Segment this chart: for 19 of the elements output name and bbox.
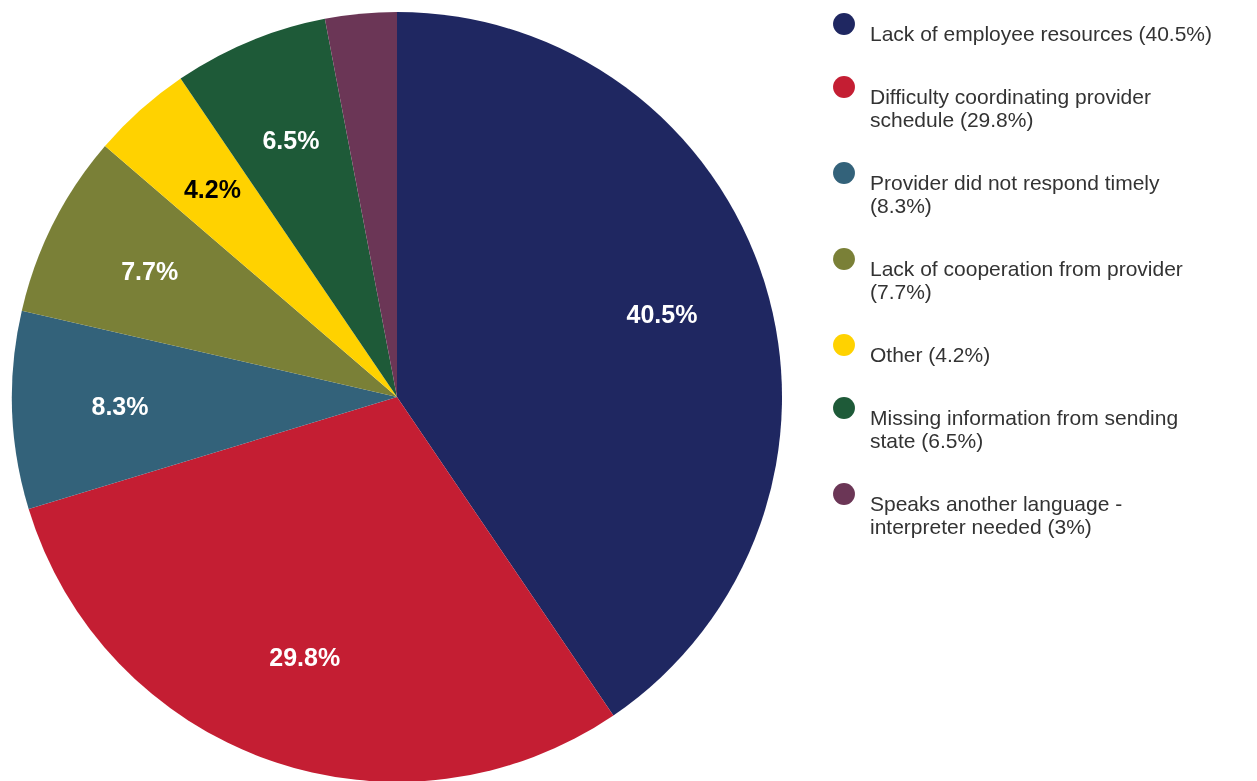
data-label: 4.2% bbox=[183, 175, 241, 204]
legend-label: Provider did not respond timely (8.3%) bbox=[870, 171, 1160, 217]
legend-label: Other (4.2%) bbox=[870, 343, 991, 366]
data-label: 29.8% bbox=[269, 643, 341, 672]
legend-label: Lack of employee resources (40.5%) bbox=[870, 22, 1212, 45]
pie-slice bbox=[397, 12, 782, 716]
pie-slice bbox=[12, 310, 397, 510]
data-label: 8.3% bbox=[91, 391, 149, 420]
data-label: 6.5% bbox=[262, 125, 320, 154]
data-label: 7.7% bbox=[121, 256, 179, 285]
pie-slice bbox=[28, 397, 614, 781]
pie-slice bbox=[324, 12, 397, 397]
legend-label: Speaks another language - interpreter needed (3%) bbox=[870, 492, 1123, 538]
legend-label: Difficulty coordinating provider schedule (29.8%) bbox=[870, 85, 1151, 131]
pie-slice bbox=[180, 18, 397, 397]
data-label: 40.5% bbox=[626, 300, 698, 329]
pie-slice bbox=[105, 78, 397, 397]
legend-label: Missing information from sending state (6.5%) bbox=[870, 406, 1179, 452]
legend-label: Lack of cooperation from provider (7.7%) bbox=[870, 257, 1183, 303]
